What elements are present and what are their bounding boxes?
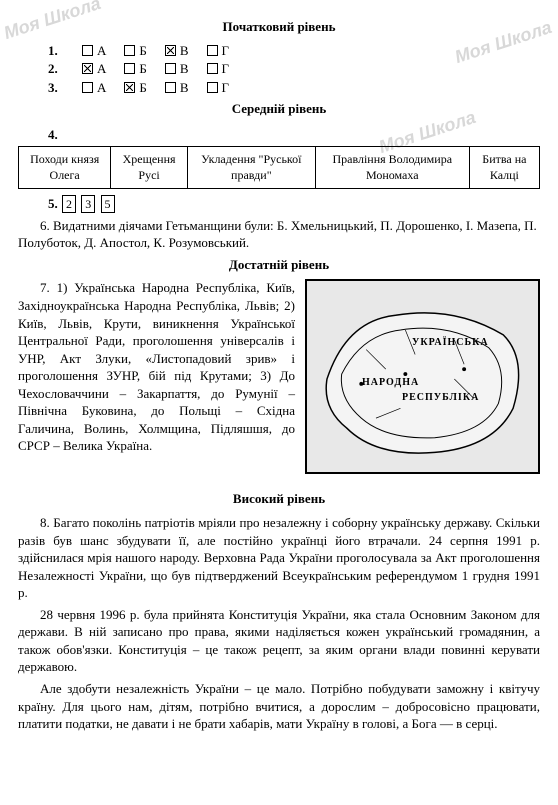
mc-option-c[interactable]: В: [165, 60, 189, 78]
opt-label: А: [97, 60, 106, 78]
opt-label: Г: [222, 60, 230, 78]
mc-option-a[interactable]: А: [82, 42, 106, 60]
mc-option-a[interactable]: А: [82, 60, 106, 78]
opt-label: В: [180, 60, 189, 78]
opt-label: Б: [139, 60, 146, 78]
mc-option-d[interactable]: Г: [207, 42, 230, 60]
opt-label: В: [180, 79, 189, 97]
checkbox-icon: [165, 82, 176, 93]
answer-box: 2: [62, 195, 76, 213]
map-image: УКРАЇНСЬКА НАРОДНА РЕСПУБЛІКА: [305, 279, 540, 474]
mc-option-c[interactable]: В: [165, 79, 189, 97]
mc-option-d[interactable]: Г: [207, 79, 230, 97]
mc-option-c[interactable]: В: [165, 42, 189, 60]
checkbox-icon: [207, 82, 218, 93]
map-label-1: УКРАЇНСЬКА: [412, 336, 489, 350]
checkbox-icon: [82, 82, 93, 93]
q8-paragraph-2: 28 червня 1996 р. була прийнята Конститу…: [18, 606, 540, 676]
map-label-2: НАРОДНА: [362, 376, 419, 390]
checkbox-checked-icon: [165, 45, 176, 56]
timeline-table: Походи князя Олега Хрещення Русі Укладен…: [18, 146, 540, 188]
timeline-cell: Битва на Калці: [469, 147, 539, 188]
mc-row-3: 3. А Б В Г: [48, 79, 540, 97]
timeline-cell: Походи князя Олега: [19, 147, 111, 188]
answer-box: 5: [101, 195, 115, 213]
mc-option-b[interactable]: Б: [124, 60, 146, 78]
checkbox-icon: [124, 45, 135, 56]
checkbox-icon: [207, 45, 218, 56]
checkbox-icon: [82, 45, 93, 56]
level3-title: Достатній рівень: [18, 256, 540, 274]
mc-row-1: 1. А Б В Г: [48, 42, 540, 60]
q5-row: 5. 2 3 5: [48, 195, 540, 213]
timeline-cell: Хрещення Русі: [111, 147, 188, 188]
level4-title: Високий рівень: [18, 490, 540, 508]
mc-num: 1.: [48, 42, 64, 60]
checkbox-checked-icon: [82, 63, 93, 74]
q6-text: 6. Видатними діячами Гетьманщини були: Б…: [18, 217, 540, 252]
q8-paragraph-3: Але здобути незалежність України – це ма…: [18, 680, 540, 733]
opt-label: Б: [139, 79, 146, 97]
checkbox-icon: [165, 63, 176, 74]
opt-label: Г: [222, 42, 230, 60]
q7-block: УКРАЇНСЬКА НАРОДНА РЕСПУБЛІКА 7. 1) Укра…: [18, 279, 540, 480]
mc-num: 2.: [48, 60, 64, 78]
opt-label: А: [97, 42, 106, 60]
mc-num: 3.: [48, 79, 64, 97]
map-svg: [307, 281, 538, 472]
checkbox-icon: [124, 63, 135, 74]
answer-box: 3: [81, 195, 95, 213]
q5-number: 5.: [48, 196, 58, 211]
mc-option-a[interactable]: А: [82, 79, 106, 97]
mc-option-d[interactable]: Г: [207, 60, 230, 78]
q8-paragraph-1: 8. Багато поколінь патріотів мріяли про …: [18, 514, 540, 602]
mc-row-2: 2. А Б В Г: [48, 60, 540, 78]
opt-label: В: [180, 42, 189, 60]
q4-number: 4.: [48, 126, 540, 144]
mc-option-b[interactable]: Б: [124, 79, 146, 97]
q8-block: 8. Багато поколінь патріотів мріяли про …: [18, 514, 540, 733]
opt-label: Г: [222, 79, 230, 97]
timeline-cell: Правління Володимира Мономаха: [315, 147, 469, 188]
q6-block: 6. Видатними діячами Гетьманщини були: Б…: [18, 217, 540, 252]
map-label-3: РЕСПУБЛІКА: [402, 391, 479, 405]
level2-title: Середній рівень: [18, 100, 540, 118]
checkbox-icon: [207, 63, 218, 74]
checkbox-checked-icon: [124, 82, 135, 93]
level1-title: Початковий рівень: [18, 18, 540, 36]
opt-label: Б: [139, 42, 146, 60]
mc-option-b[interactable]: Б: [124, 42, 146, 60]
timeline-cell: Укладення "Руської правди": [187, 147, 315, 188]
opt-label: А: [97, 79, 106, 97]
